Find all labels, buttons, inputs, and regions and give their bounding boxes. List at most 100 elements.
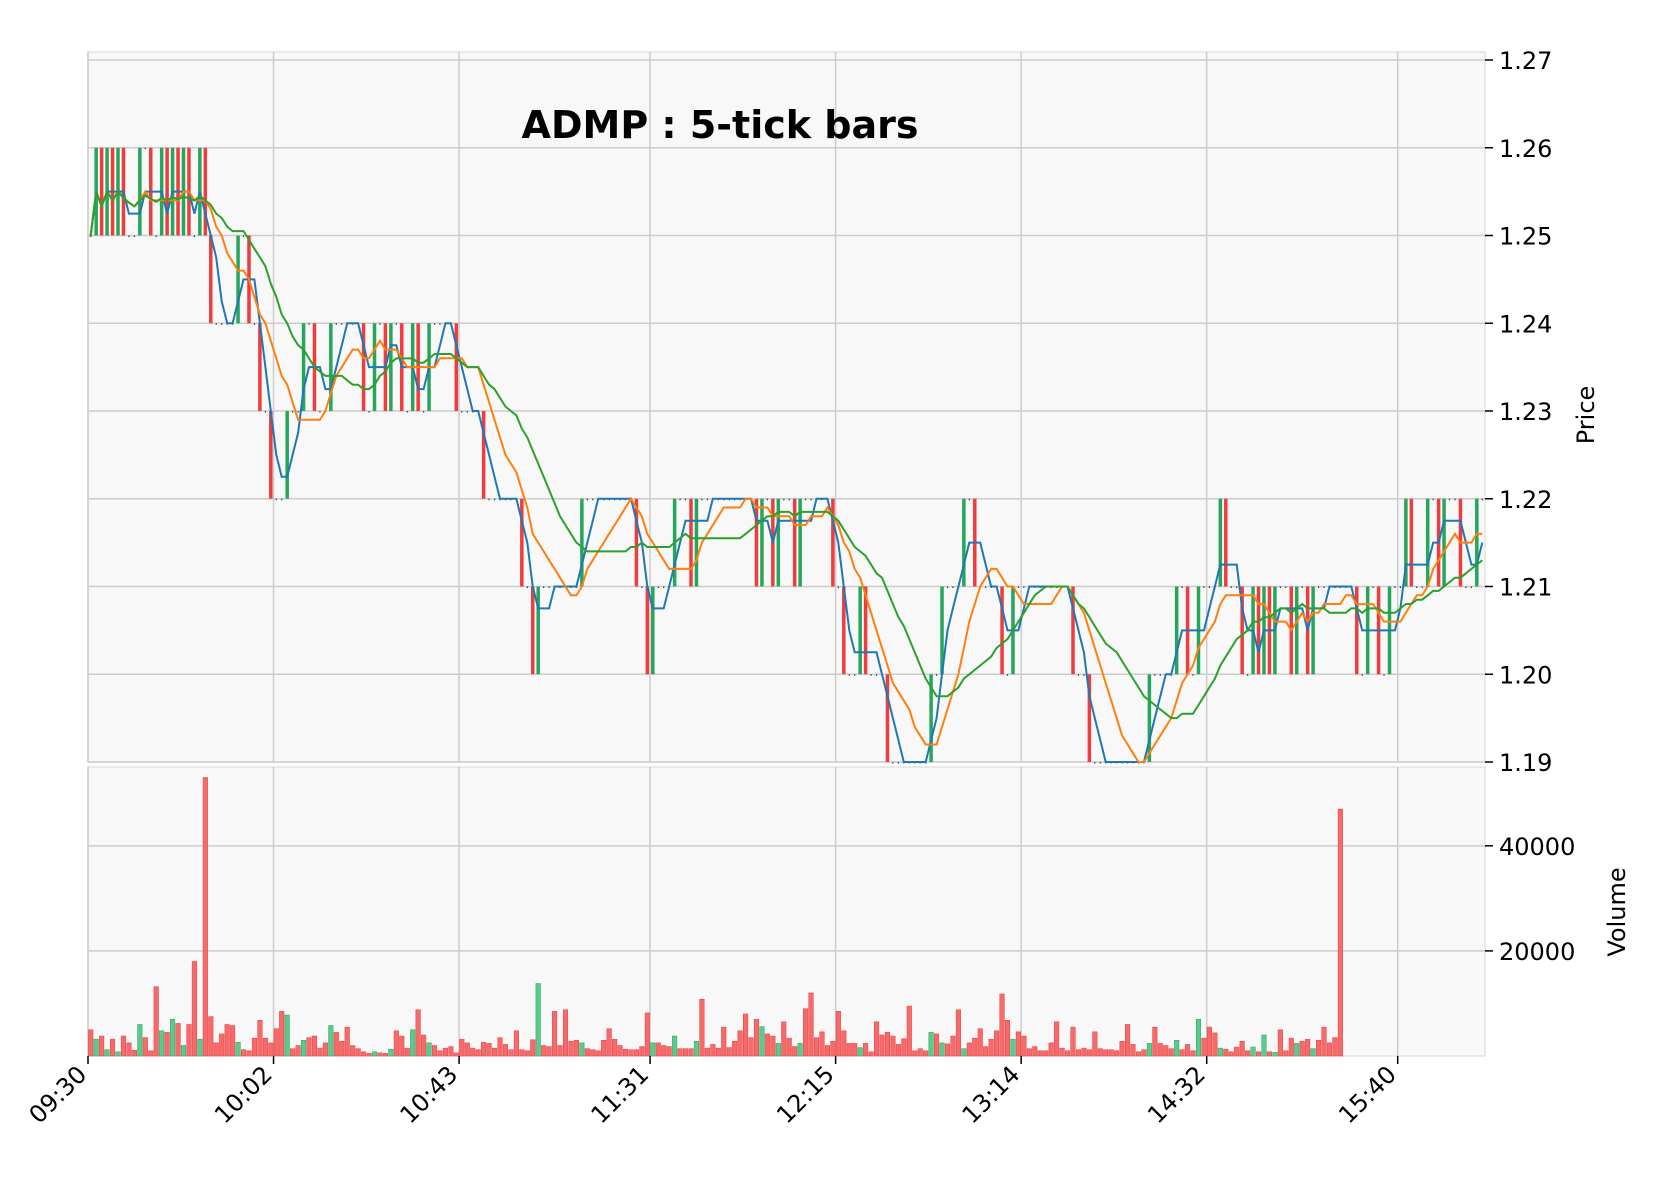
price-tick-label: 1.27 <box>1499 47 1552 75</box>
volume-bar <box>1130 1044 1136 1057</box>
volume-bar <box>492 1047 498 1057</box>
volume-bar <box>415 1009 421 1057</box>
volume-bar <box>404 1047 410 1057</box>
volume-bar <box>1272 1052 1278 1057</box>
volume-bar <box>1054 1021 1060 1057</box>
time-tick-label: 09:30 <box>24 1060 93 1129</box>
volume-bar <box>944 1043 951 1057</box>
volume-bar <box>486 1043 492 1057</box>
time-tick-label: 15:40 <box>1333 1060 1402 1129</box>
volume-bar <box>1179 1049 1185 1057</box>
volume-bar <box>317 1047 323 1057</box>
volume-bar <box>568 1041 574 1057</box>
volume-bar <box>1332 1037 1338 1057</box>
volume-bar <box>710 1044 716 1057</box>
volume-bar <box>972 1037 978 1057</box>
volume-bar <box>524 1050 530 1057</box>
volume-bar <box>99 1035 105 1057</box>
volume-bar <box>284 1014 290 1057</box>
volume-bar <box>1097 1048 1103 1057</box>
price-grid <box>87 52 1485 763</box>
volume-bar <box>1201 1037 1207 1057</box>
volume-bar <box>453 1052 459 1057</box>
volume-bar <box>191 961 197 1057</box>
volume-bar <box>88 1029 94 1057</box>
time-tick-label: 10:02 <box>209 1060 278 1129</box>
volume-bar <box>688 1048 694 1057</box>
volume-bar <box>333 1032 339 1057</box>
volume-bar <box>1086 1049 1092 1057</box>
volume-bar <box>546 1046 552 1057</box>
volume-bar <box>120 1035 127 1057</box>
volume-bar <box>966 1042 972 1057</box>
price-tick-label: 1.22 <box>1499 486 1552 514</box>
price-axis-label: Price <box>1572 386 1600 445</box>
volume-bar <box>110 1038 116 1057</box>
volume-bar <box>650 1042 656 1057</box>
volume-bar <box>852 1043 858 1057</box>
volume-bar <box>1163 1045 1169 1057</box>
volume-bar <box>224 1024 230 1057</box>
volume-bar <box>175 1023 181 1057</box>
volume-bar <box>1185 1044 1191 1057</box>
volume-bar <box>180 1045 187 1057</box>
volume-bar <box>983 1046 989 1057</box>
volume-bar <box>906 1005 912 1057</box>
volume-bar <box>1026 1048 1032 1057</box>
volume-bar <box>857 1047 863 1057</box>
volume-bar <box>1250 1046 1256 1057</box>
volume-bar <box>262 1037 268 1057</box>
volume-bar <box>759 1026 765 1057</box>
volume-bar <box>1255 1051 1262 1057</box>
price-panel: 1.19 1.20 1.21 1.22 1.23 1.24 1.25 1.26 1.27 <box>87 47 1552 777</box>
chart-title: ADMP : 5-tick bars <box>522 103 919 147</box>
volume-bar <box>322 1042 328 1057</box>
volume-bar <box>197 1038 203 1057</box>
volume-bar <box>846 1043 852 1057</box>
volume-bar <box>1245 1050 1251 1057</box>
volume-bar <box>104 1049 110 1057</box>
volume-bar <box>361 1051 367 1057</box>
volume-tick-label: 20000 <box>1499 938 1575 966</box>
volume-bar <box>699 999 705 1057</box>
volume-bar <box>513 1030 519 1057</box>
volume-bar <box>1092 1031 1098 1057</box>
volume-bar <box>562 1009 569 1057</box>
volume-bar <box>1157 1043 1163 1057</box>
volume-bar <box>273 1028 279 1057</box>
volume-bar <box>1108 1049 1114 1057</box>
volume-bar <box>677 1048 683 1057</box>
volume-bar <box>890 1035 896 1057</box>
volume-bar <box>819 1031 825 1057</box>
volume-bar <box>1064 1050 1071 1057</box>
volume-bar <box>1135 1051 1142 1057</box>
volume-bar <box>797 1043 803 1057</box>
volume-bar <box>279 1011 285 1057</box>
volume-bar <box>519 1049 525 1057</box>
volume-bar <box>868 1051 874 1057</box>
volume-bar <box>366 1053 372 1057</box>
volume-bar <box>1294 1043 1300 1057</box>
volume-bar <box>306 1037 312 1057</box>
volume-bar <box>661 1045 667 1057</box>
volume-bar <box>988 1038 994 1057</box>
volume-bar <box>426 1042 432 1057</box>
volume-bar <box>803 1008 809 1057</box>
volume-bar <box>541 1045 547 1057</box>
volume-bar <box>813 1037 820 1057</box>
volume-bar <box>1075 1049 1081 1057</box>
time-axis: 09:30 10:02 10:43 11:31 12:15 13:14 14:32 15:40 <box>24 1056 1402 1129</box>
volume-bar <box>311 1035 318 1057</box>
volume-bar <box>622 1048 629 1057</box>
volume-bar <box>704 1047 710 1057</box>
volume-bar <box>530 1039 536 1057</box>
volume-bar <box>770 1035 776 1057</box>
volume-bar <box>115 1051 121 1057</box>
time-tick-label: 12:15 <box>771 1060 840 1129</box>
time-tick-label: 11:31 <box>586 1060 655 1129</box>
volume-bar <box>1261 1034 1267 1057</box>
volume-bar <box>950 1035 956 1057</box>
volume-bar <box>639 1046 645 1057</box>
volume-bar <box>1152 1026 1158 1057</box>
volume-bar <box>1266 1051 1272 1057</box>
